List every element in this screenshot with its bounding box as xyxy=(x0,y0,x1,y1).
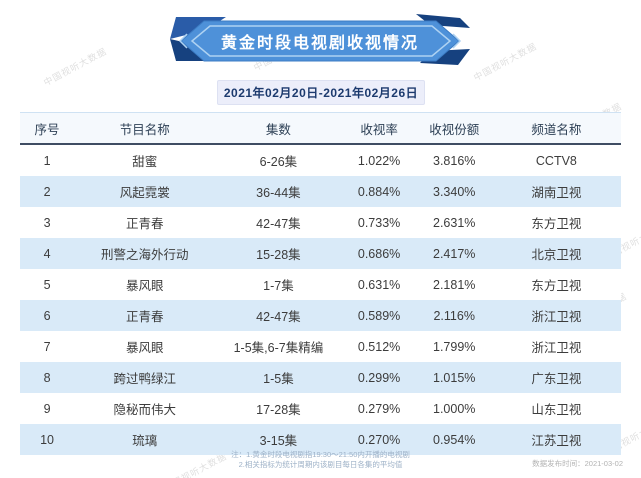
cell-channel: 浙江卫视 xyxy=(531,310,582,324)
cell-rank: 9 xyxy=(43,401,51,416)
cell-rating: 0.279% xyxy=(357,401,401,416)
table-row: 5 暴风眼 1-7集 0.631% 2.181% 东方卫视 xyxy=(20,269,621,300)
ribbon-banner-icon xyxy=(170,14,470,65)
cell-episodes: 1-5集 xyxy=(263,372,294,386)
cell-rank: 3 xyxy=(43,215,51,230)
cell-episodes: 1-7集 xyxy=(263,279,294,293)
cell-program-name: 暴风眼 xyxy=(125,341,164,355)
table-row: 4 刑警之海外行动 15-28集 0.686% 2.417% 北京卫视 xyxy=(20,238,621,269)
cell-rank: 4 xyxy=(43,246,51,261)
cell-share: 1.799% xyxy=(433,339,476,354)
cell-episodes: 3-15集 xyxy=(259,434,298,448)
table-header-row: 序号 节目名称 集数 收视率 收视份额 频道名称 xyxy=(20,112,621,145)
cell-program-name: 甜蜜 xyxy=(132,155,158,169)
footnotes: 注：1.黄金时段电视剧指19:30～21:50内开播的电视剧 2.相关指标为统计… xyxy=(0,450,641,470)
cell-share: 3.340% xyxy=(433,184,476,199)
cell-rank: 10 xyxy=(40,432,54,447)
cell-program-name: 暴风眼 xyxy=(125,279,164,293)
cell-rating: 0.270% xyxy=(357,432,401,447)
cell-rank: 2 xyxy=(43,184,51,199)
cell-channel: 山东卫视 xyxy=(531,403,582,417)
table-row: 1 甜蜜 6-26集 1.022% 3.816% CCTV8 xyxy=(20,144,621,176)
cell-rating: 0.512% xyxy=(357,339,401,354)
cell-rating: 0.299% xyxy=(357,370,401,385)
cell-channel: 北京卫视 xyxy=(531,248,582,262)
publish-date: 数据发布时间：2021-03-02 xyxy=(532,459,623,468)
cell-share: 1.000% xyxy=(433,401,476,416)
table-row: 9 隐秘而伟大 17-28集 0.279% 1.000% 山东卫视 xyxy=(20,393,621,424)
cell-rating: 0.884% xyxy=(357,184,401,199)
column-header: 收视率 xyxy=(341,112,417,145)
cell-rank: 6 xyxy=(43,308,51,323)
cell-share: 2.116% xyxy=(433,308,475,323)
cell-channel: 广东卫视 xyxy=(531,372,582,386)
header-row: 序号 节目名称 集数 收视率 收视份额 频道名称 xyxy=(20,112,621,145)
title-banner: 黄金时段电视剧收视情况 xyxy=(170,13,470,65)
watermark-text: 中国视听大数据 xyxy=(471,41,539,83)
cell-rank: 5 xyxy=(43,277,51,292)
cell-program-name: 风起霓裳 xyxy=(119,186,170,200)
cell-share: 2.181% xyxy=(433,277,476,292)
cell-episodes: 1-5集,6-7集精编 xyxy=(233,341,324,355)
table-row: 10 琉璃 3-15集 0.270% 0.954% 江苏卫视 xyxy=(20,424,621,455)
cell-program-name: 跨过鸭绿江 xyxy=(113,372,176,386)
cell-episodes: 42-47集 xyxy=(256,217,301,231)
cell-program-name: 刑警之海外行动 xyxy=(100,248,189,262)
cell-channel: 湖南卫视 xyxy=(531,186,582,200)
cell-share: 0.954% xyxy=(433,432,476,447)
cell-episodes: 6-26集 xyxy=(259,155,298,169)
cell-rating: 1.022% xyxy=(357,153,401,168)
date-range: 2021年02月20日-2021年02月26日 xyxy=(217,80,425,105)
cell-share: 1.015% xyxy=(433,370,476,385)
cell-rank: 8 xyxy=(43,370,51,385)
page-title: 黄金时段电视剧收视情况 xyxy=(220,35,419,52)
column-header: 收视份额 xyxy=(416,112,492,145)
column-header: 集数 xyxy=(215,112,342,145)
cell-share: 2.631% xyxy=(433,215,476,230)
cell-channel: 东方卫视 xyxy=(531,217,582,231)
cell-rating: 0.686% xyxy=(357,246,401,261)
cell-channel: CCTV8 xyxy=(535,153,577,168)
table-row: 8 跨过鸭绿江 1-5集 0.299% 1.015% 广东卫视 xyxy=(20,362,621,393)
cell-program-name: 正青春 xyxy=(125,217,164,231)
cell-rating: 0.589% xyxy=(357,308,401,323)
cell-episodes: 15-28集 xyxy=(256,248,301,262)
column-header: 节目名称 xyxy=(74,112,216,145)
table-row: 3 正青春 42-47集 0.733% 2.631% 东方卫视 xyxy=(20,207,621,238)
column-header: 频道名称 xyxy=(491,112,621,145)
ratings-table: 序号 节目名称 集数 收视率 收视份额 频道名称 1 甜蜜 6-26集 1.022% 3.816%… xyxy=(20,112,621,455)
table-row: 7 暴风眼 1-5集,6-7集精编 0.512% 1.799% 浙江卫视 xyxy=(20,331,621,362)
cell-channel: 东方卫视 xyxy=(531,279,582,293)
cell-program-name: 正青春 xyxy=(125,310,164,324)
cell-rank: 1 xyxy=(43,153,51,168)
cell-rating: 0.631% xyxy=(357,277,401,292)
column-header: 序号 xyxy=(20,112,75,145)
ratings-table-container: 序号 节目名称 集数 收视率 收视份额 频道名称 1 甜蜜 6-26集 1.022% 3.816%… xyxy=(20,112,621,455)
table-row: 2 风起霓裳 36-44集 0.884% 3.340% 湖南卫视 xyxy=(20,176,621,207)
footnote-line-2: 2.相关指标为统计周期内该剧目每日各集的平均值 xyxy=(238,460,403,469)
cell-episodes: 17-28集 xyxy=(256,403,301,417)
cell-share: 3.816% xyxy=(433,153,476,168)
cell-rank: 7 xyxy=(43,339,51,354)
cell-channel: 江苏卫视 xyxy=(531,434,582,448)
footnote-line-1: 注：1.黄金时段电视剧指19:30～21:50内开播的电视剧 xyxy=(231,450,410,459)
watermark-text: 中国视听大数据 xyxy=(41,46,109,88)
table-row: 6 正青春 42-47集 0.589% 2.116% 浙江卫视 xyxy=(20,300,621,331)
cell-channel: 浙江卫视 xyxy=(531,341,582,355)
table-body: 1 甜蜜 6-26集 1.022% 3.816% CCTV8 2 风起霓裳 36-44集 0.88… xyxy=(20,144,621,455)
cell-share: 2.417% xyxy=(433,246,476,261)
cell-episodes: 42-47集 xyxy=(256,310,301,324)
cell-program-name: 隐秘而伟大 xyxy=(113,403,176,417)
cell-episodes: 36-44集 xyxy=(256,186,301,200)
cell-program-name: 琉璃 xyxy=(132,434,158,448)
cell-rating: 0.733% xyxy=(357,215,401,230)
